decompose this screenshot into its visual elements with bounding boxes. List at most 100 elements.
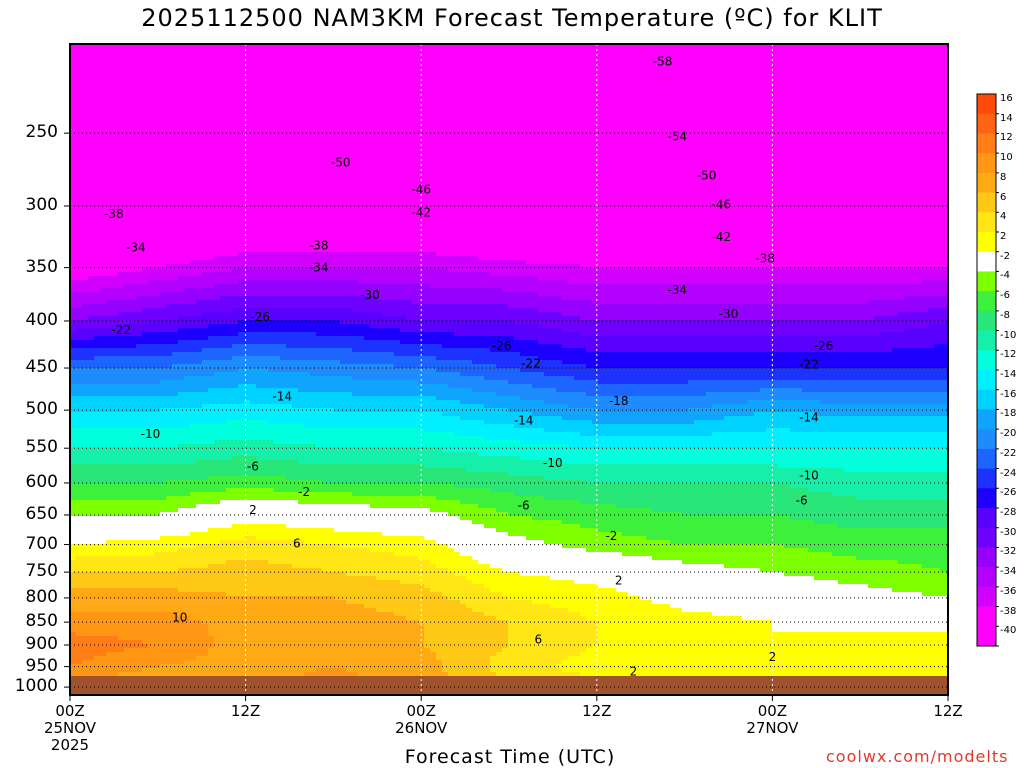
temperature-cell [556, 88, 563, 93]
temperature-cell [196, 108, 203, 113]
temperature-cell [430, 104, 437, 109]
temperature-cell [352, 56, 359, 61]
temperature-cell [514, 56, 521, 61]
temperature-cell [256, 128, 263, 133]
temperature-cell [922, 76, 929, 81]
temperature-cell [598, 56, 605, 61]
temperature-cell [940, 104, 947, 109]
temperature-cell [412, 64, 419, 69]
temperature-cell [592, 136, 599, 141]
temperature-cell [364, 72, 371, 77]
temperature-cell [628, 88, 635, 93]
temperature-cell [598, 144, 605, 149]
temperature-cell [178, 116, 185, 121]
temperature-cell [160, 92, 167, 97]
temperature-cell [604, 136, 611, 141]
temperature-cell [646, 176, 653, 181]
temperature-cell [700, 96, 707, 101]
temperature-cell [424, 116, 431, 121]
temperature-cell [82, 60, 89, 65]
temperature-cell [892, 68, 899, 73]
temperature-cell [916, 164, 923, 169]
temperature-cell [760, 96, 767, 101]
temperature-cell [178, 52, 185, 57]
temperature-cell [784, 84, 791, 89]
temperature-cell [460, 104, 467, 109]
temperature-cell [664, 168, 671, 173]
temperature-cell [646, 84, 653, 89]
temperature-cell [208, 160, 215, 165]
temperature-cell [88, 64, 95, 69]
temperature-cell [826, 48, 833, 53]
temperature-cell [694, 92, 701, 97]
temperature-cell [268, 100, 275, 105]
temperature-cell [154, 88, 161, 93]
temperature-cell [844, 120, 851, 125]
temperature-cell [124, 60, 131, 65]
temperature-cell [922, 160, 929, 165]
temperature-cell [154, 92, 161, 97]
temperature-cell [196, 168, 203, 173]
temperature-cell [748, 56, 755, 61]
temperature-cell [370, 104, 377, 109]
temperature-cell [634, 112, 641, 117]
temperature-cell [400, 76, 407, 81]
temperature-cell [292, 88, 299, 93]
temperature-cell [862, 80, 869, 85]
temperature-cell [142, 124, 149, 129]
temperature-cell [856, 172, 863, 177]
temperature-cell [706, 136, 713, 141]
temperature-cell [862, 160, 869, 165]
temperature-cell [730, 60, 737, 65]
temperature-cell [874, 164, 881, 169]
temperature-cell [424, 156, 431, 161]
temperature-cell [844, 68, 851, 73]
temperature-cell [772, 116, 779, 121]
temperature-cell [562, 48, 569, 53]
temperature-cell [646, 76, 653, 81]
temperature-cell [802, 128, 809, 133]
temperature-cell [514, 140, 521, 145]
temperature-cell [88, 148, 95, 153]
temperature-cell [736, 108, 743, 113]
temperature-cell [868, 72, 875, 77]
temperature-cell [868, 76, 875, 81]
temperature-cell [826, 100, 833, 105]
temperature-cell [304, 56, 311, 61]
temperature-cell [724, 112, 731, 117]
temperature-cell [88, 160, 95, 165]
temperature-cell [784, 64, 791, 69]
temperature-cell [604, 68, 611, 73]
temperature-cell [916, 60, 923, 65]
temperature-cell [712, 132, 719, 137]
temperature-cell [490, 88, 497, 93]
temperature-cell [94, 64, 101, 69]
temperature-cell [382, 76, 389, 81]
temperature-cell [388, 156, 395, 161]
temperature-cell [160, 88, 167, 93]
temperature-cell [430, 116, 437, 121]
temperature-cell [154, 56, 161, 61]
temperature-cell [304, 72, 311, 77]
temperature-cell [808, 100, 815, 105]
temperature-cell [874, 104, 881, 109]
temperature-cell [478, 52, 485, 57]
temperature-cell [184, 96, 191, 101]
temperature-cell [568, 84, 575, 89]
temperature-cell [256, 84, 263, 89]
temperature-cell [562, 120, 569, 125]
temperature-cell [226, 136, 233, 141]
temperature-cell [850, 88, 857, 93]
temperature-cell [802, 88, 809, 93]
temperature-cell [244, 64, 251, 69]
temperature-cell [670, 168, 677, 173]
temperature-cell [694, 84, 701, 89]
temperature-cell [724, 64, 731, 69]
temperature-cell [892, 168, 899, 173]
temperature-cell [592, 156, 599, 161]
temperature-cell [442, 124, 449, 129]
temperature-cell [700, 132, 707, 137]
temperature-cell [928, 132, 935, 137]
temperature-cell [400, 96, 407, 101]
temperature-cell [742, 148, 749, 153]
